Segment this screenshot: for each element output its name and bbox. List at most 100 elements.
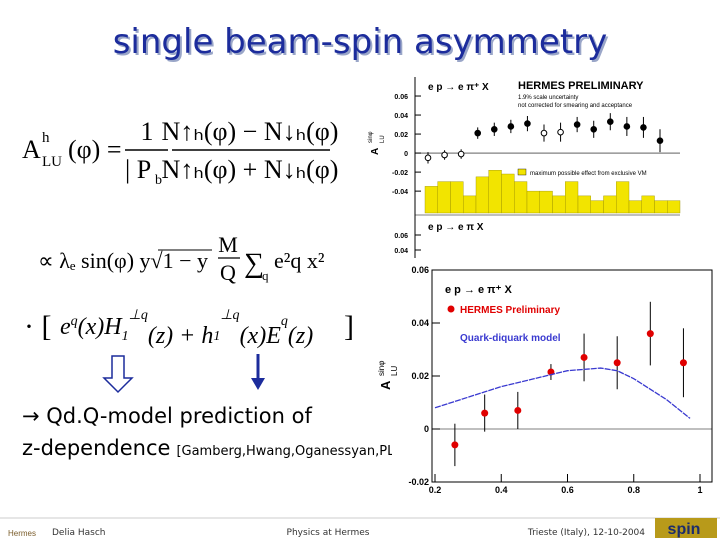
formula-text: e²q x²: [274, 248, 325, 273]
data-point: [481, 409, 489, 417]
footer-center: Physics at Hermes: [287, 528, 370, 538]
formula-text: q: [262, 268, 269, 283]
data-point: [524, 120, 531, 127]
formula-text: LU: [42, 154, 62, 170]
data-point: [507, 123, 515, 130]
formula-text: A: [22, 135, 41, 164]
model-curve: [434, 367, 691, 419]
formula-text: | P: [125, 155, 151, 184]
data-point: [679, 359, 687, 367]
histogram-bar: [526, 190, 540, 214]
y-tick-label: 0.06: [394, 233, 408, 240]
formula-text: N↑ₕ(φ) + N↓ₕ(φ): [162, 155, 339, 184]
data-point: [623, 123, 631, 130]
y-tick-label: 0: [404, 151, 408, 158]
formula-text: q: [281, 314, 288, 329]
reaction-label: e p → e π⁺ X: [428, 82, 489, 93]
formula-text: (x)H: [78, 314, 124, 340]
formula-text: 1: [141, 117, 154, 146]
formula-text: · [: [24, 310, 51, 343]
data-point: [573, 121, 581, 128]
footer-logo-box: [655, 518, 717, 538]
formula-text: (z): [288, 323, 313, 349]
histogram-bar: [514, 181, 528, 214]
formula-text: h: [42, 130, 50, 146]
data-point: [580, 353, 588, 361]
data-point: [490, 126, 498, 133]
formula-text: ∝ λₑ sin(φ) y√1 − y: [38, 248, 208, 273]
x-tick-label: 1: [697, 485, 702, 495]
y-axis-label: sinφ: [377, 361, 386, 376]
histogram-bar: [641, 195, 655, 214]
histogram-bar: [654, 200, 668, 214]
legend-swatch: [517, 168, 527, 176]
y-axis-label: LU: [380, 135, 386, 143]
footer-date: Trieste (Italy), 12-10-2004: [527, 528, 645, 538]
y-tick-label: 0.04: [394, 113, 408, 120]
legend-label: HERMES Preliminary: [460, 305, 560, 316]
x-tick-label: 0.4: [495, 485, 508, 495]
histogram-bar: [488, 170, 502, 214]
data-point: [540, 129, 548, 137]
formula-text: ⊥q: [129, 308, 148, 323]
arrow-head: [251, 378, 265, 390]
data-point: [441, 151, 448, 159]
chart-note: 1.9% scale uncertainty: [518, 95, 578, 101]
y-tick-label: -0.02: [408, 477, 429, 487]
formula-1: A h LU (φ) = 1 | P b N↑ₕ(φ) − N↓ₕ(φ) N↑ₕ…: [22, 117, 338, 188]
histogram-bar: [590, 200, 604, 214]
histogram-bar: [463, 195, 477, 214]
formula-text: N↑ₕ(φ) − N↓ₕ(φ): [162, 117, 339, 146]
formula-text: (φ) =: [68, 135, 122, 164]
formula-text: M: [218, 232, 238, 257]
histogram-bar: [552, 195, 566, 214]
y-axis-label: LU: [390, 366, 399, 376]
histogram-bar: [437, 181, 451, 214]
reaction-label: e p → e π X: [428, 222, 484, 233]
footer-logo: Hermes: [8, 529, 36, 538]
bullet-text: → Qd.Q-model prediction of: [22, 404, 312, 428]
y-tick-label: 0.06: [411, 265, 429, 275]
histogram-bar: [450, 181, 464, 214]
hollow-arrow: [102, 355, 134, 394]
y-tick-label: 0.04: [411, 318, 429, 328]
histogram-bar: [616, 181, 630, 214]
charts: 0.06 0.04 0.02 0 -0.02 -0.04 e p → e π⁺ X HERME…: [362, 72, 718, 516]
y-tick-label: 0.02: [394, 132, 408, 139]
formula-text: (z) + h: [148, 323, 214, 349]
data-point: [656, 137, 664, 145]
title: single beam-spin asymmetry: [113, 22, 608, 62]
formula-text: eq(x)H1⊥q(z) + h1⊥q(x)Eq(z): [60, 308, 313, 349]
data-point: [557, 128, 564, 136]
y-tick-label: -0.02: [392, 170, 408, 177]
chart-background: [392, 258, 718, 516]
reaction-label: e p → e π⁺ X: [445, 284, 512, 296]
y-tick-label: 0.04: [394, 248, 408, 255]
data-point: [640, 124, 647, 131]
formula-text: b: [155, 173, 162, 188]
chart-note: not corrected for smearing and acceptanc…: [518, 103, 633, 109]
histogram-bar: [475, 176, 489, 214]
bullet-text: z-dependence: [22, 436, 170, 460]
formula-text: ]: [344, 310, 354, 343]
formula-2: ∝ λₑ sin(φ) y√1 − y M Q ∑ q e²q x²: [38, 232, 325, 285]
footer-logo: spin: [668, 521, 701, 538]
y-tick-label: 0.02: [411, 371, 429, 381]
chart-background: [362, 72, 687, 262]
histogram-bar: [501, 173, 515, 214]
formula-text: Q: [220, 260, 236, 285]
reference: [Gamberg,Hwang,Oganessyan,PLB584]: [176, 444, 433, 459]
formula-3: · [ eq(x)H1⊥q(z) + h1⊥q(x)Eq(z) ]: [24, 308, 354, 349]
y-axis-label: sinφ: [368, 131, 374, 143]
y-axis-label: A: [378, 380, 393, 390]
data-point: [646, 330, 654, 338]
data-point: [590, 126, 598, 133]
y-tick-label: 0.06: [394, 94, 408, 101]
data-point: [613, 359, 621, 367]
y-tick-label: -0.04: [392, 189, 408, 196]
y-tick-label: 0: [424, 424, 429, 434]
x-tick-label: 0.6: [561, 485, 574, 495]
legend-marker: [447, 305, 455, 313]
chart-heading: HERMES PRELIMINARY: [518, 80, 644, 92]
